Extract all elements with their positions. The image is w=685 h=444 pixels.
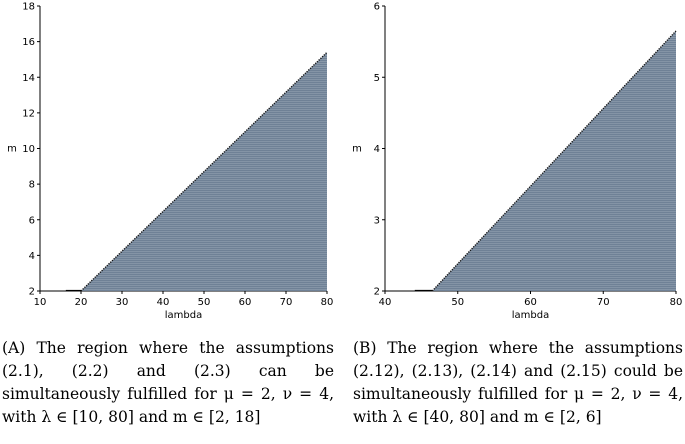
y-tick-label: 2 bbox=[29, 287, 35, 298]
x-tick-label: 60 bbox=[239, 297, 252, 308]
y-tick-label: 10 bbox=[22, 144, 35, 155]
x-tick-label: 10 bbox=[34, 297, 47, 308]
y-tick-label: 8 bbox=[29, 180, 35, 191]
y-tick-label: 6 bbox=[374, 2, 380, 13]
x-tick-label: 20 bbox=[75, 297, 88, 308]
x-tick-label: 40 bbox=[157, 297, 170, 308]
x-tick-label: 60 bbox=[524, 297, 537, 308]
x-axis-label: lambda bbox=[165, 310, 202, 321]
x-tick-label: 40 bbox=[379, 297, 392, 308]
x-tick-label: 70 bbox=[280, 297, 293, 308]
y-tick-label: 18 bbox=[22, 2, 35, 13]
x-tick-label: 50 bbox=[198, 297, 211, 308]
x-tick-label: 30 bbox=[116, 297, 129, 308]
y-tick-label: 3 bbox=[374, 215, 380, 226]
y-tick-label: 16 bbox=[22, 37, 35, 48]
boundary-line bbox=[80, 51, 328, 292]
y-tick-label: 4 bbox=[374, 144, 380, 155]
y-tick-label: 4 bbox=[29, 251, 35, 262]
x-tick-label: 70 bbox=[597, 297, 610, 308]
x-tick-label: 80 bbox=[670, 297, 683, 308]
y-axis-label: m bbox=[7, 144, 17, 155]
y-axis-label: m bbox=[352, 144, 362, 155]
figure-panel-b: 40 50 60 70 80 2 3 4 5 6 lambda m (B) The region wh… bbox=[345, 0, 685, 444]
x-axis-label: lambda bbox=[512, 310, 549, 321]
y-tick-label: 14 bbox=[22, 73, 35, 84]
x-tick-label: 80 bbox=[321, 297, 334, 308]
region-stripes bbox=[434, 31, 676, 290]
y-tick-label: 2 bbox=[374, 287, 380, 298]
region-stripes bbox=[83, 53, 327, 290]
y-tick-label: 5 bbox=[374, 73, 380, 84]
y-tick-label: 6 bbox=[29, 215, 35, 226]
caption-b: (B) The region where the assumptions (2.… bbox=[353, 339, 683, 426]
y-tick-label: 12 bbox=[22, 108, 35, 119]
figure-panel-a: 10 20 30 40 50 60 70 80 2 4 6 8 10 12 14 16 18 lambda m (A… bbox=[0, 0, 340, 444]
boundary-line bbox=[431, 30, 677, 292]
chart-a: 10 20 30 40 50 60 70 80 2 4 6 8 10 12 14 16 18 lambda m bbox=[7, 2, 334, 322]
caption-a: (A) The region where the assumptions (2.… bbox=[2, 339, 334, 426]
chart-b: 40 50 60 70 80 2 3 4 5 6 lambda m bbox=[352, 2, 683, 322]
x-tick-label: 50 bbox=[451, 297, 464, 308]
